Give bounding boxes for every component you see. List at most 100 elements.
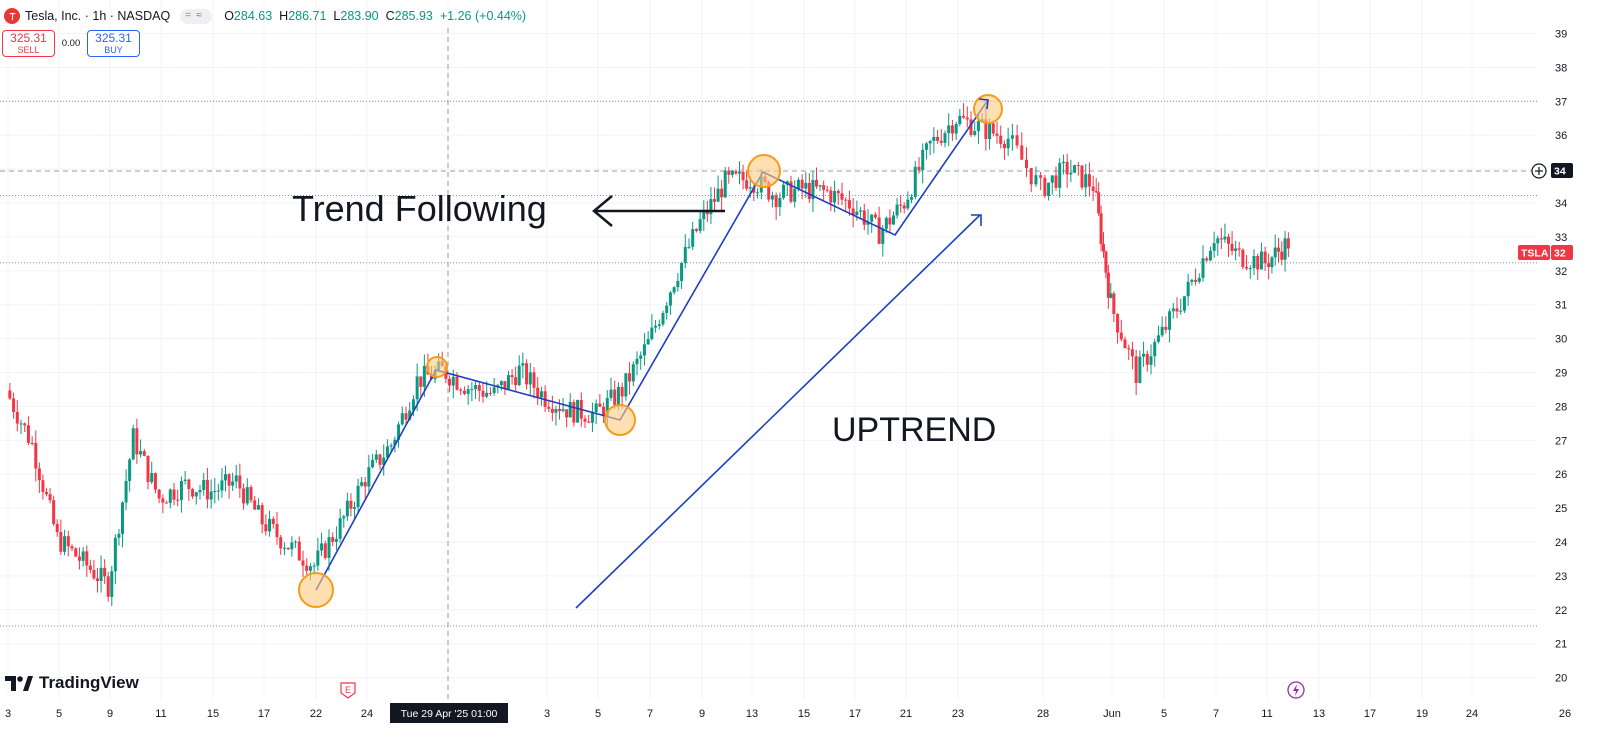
pivot-highlight-circle bbox=[604, 404, 636, 436]
candle-body bbox=[866, 221, 870, 225]
y-tick-label: 30 bbox=[1555, 334, 1567, 346]
candle-body bbox=[1020, 145, 1024, 160]
candle-body bbox=[1259, 251, 1263, 270]
candle-body bbox=[1252, 255, 1256, 269]
candle-body bbox=[840, 193, 844, 200]
candle-body bbox=[74, 548, 78, 557]
candle-body bbox=[558, 408, 561, 412]
candle-body bbox=[851, 208, 855, 215]
candle-body bbox=[716, 188, 720, 202]
candle-body bbox=[507, 375, 510, 389]
candle-body bbox=[245, 487, 249, 504]
candle-body bbox=[657, 324, 661, 326]
candle-body bbox=[481, 390, 485, 397]
candle-body bbox=[327, 537, 331, 558]
buy-button[interactable]: 325.31 BUY bbox=[87, 30, 140, 57]
ohlc-key: C bbox=[385, 9, 395, 23]
candle-body bbox=[683, 247, 687, 263]
candle-body bbox=[238, 475, 242, 489]
candle-body bbox=[124, 480, 128, 503]
ohlc-key: H bbox=[279, 9, 289, 23]
candle-body bbox=[572, 402, 576, 423]
candle-body bbox=[1182, 296, 1186, 311]
candle-body bbox=[1277, 247, 1280, 252]
buy-label: BUY bbox=[104, 45, 123, 55]
candle-body bbox=[492, 387, 496, 394]
candle-body bbox=[290, 542, 294, 550]
candle-body bbox=[157, 489, 161, 499]
candle-body bbox=[275, 524, 279, 538]
candle-body bbox=[198, 489, 202, 493]
candle-body bbox=[419, 376, 423, 387]
ohlc-key: L bbox=[333, 9, 341, 23]
candle-body bbox=[70, 546, 74, 549]
candle-body bbox=[279, 537, 283, 549]
candle-body bbox=[499, 381, 503, 386]
candle-body bbox=[921, 149, 925, 171]
candle-body bbox=[385, 446, 389, 458]
candle-body bbox=[642, 344, 646, 356]
candle-body bbox=[988, 123, 992, 139]
time-axis: 3 5 9 11 15 17 22 24 Tue 29 Apr '25 01:00 3 5 7 9 13 1… bbox=[0, 681, 1600, 748]
candle-body bbox=[1094, 190, 1098, 193]
candle-body bbox=[316, 550, 320, 566]
candle-body bbox=[220, 480, 224, 491]
candle-body bbox=[305, 565, 309, 571]
time-axis-bg bbox=[0, 700, 1600, 748]
candle-body bbox=[161, 498, 165, 503]
candle-body bbox=[745, 180, 749, 189]
candle-body bbox=[106, 576, 110, 597]
candle-body bbox=[234, 475, 238, 482]
candle-body bbox=[752, 187, 756, 193]
x-tick-label: 7 bbox=[1213, 708, 1219, 720]
symbol-title[interactable]: Tesla, Inc. · 1h · NASDAQ bbox=[25, 9, 171, 23]
candle-body bbox=[1109, 293, 1113, 298]
candle-body bbox=[668, 292, 672, 306]
candle-body bbox=[587, 421, 591, 423]
candle-body bbox=[646, 339, 650, 345]
candle-body bbox=[687, 246, 691, 248]
y-tick-label: 25 bbox=[1555, 503, 1567, 515]
candle-body bbox=[1119, 332, 1123, 340]
candle-body bbox=[297, 541, 301, 561]
svg-text:E: E bbox=[345, 685, 351, 695]
candles-layer bbox=[8, 103, 1290, 607]
candle-body bbox=[892, 215, 895, 225]
sell-button[interactable]: 325.31 SELL bbox=[2, 30, 55, 57]
pivot-highlight-circle bbox=[298, 572, 334, 608]
candle-body bbox=[962, 115, 966, 118]
y-tick-label: 20 bbox=[1555, 673, 1567, 685]
candle-body bbox=[811, 180, 815, 200]
uptrend-label: UPTREND bbox=[832, 411, 996, 449]
candle-body bbox=[81, 551, 85, 561]
legend-toggle-pill[interactable]: = ≈ bbox=[180, 8, 213, 24]
candle-body bbox=[282, 547, 286, 549]
candle-body bbox=[650, 327, 654, 340]
x-tick-label: 19 bbox=[1416, 708, 1428, 720]
x-tick-label: 5 bbox=[56, 708, 62, 720]
candle-body bbox=[822, 185, 826, 190]
candle-body bbox=[616, 386, 620, 405]
candle-body bbox=[888, 217, 892, 225]
ohlc-value: 284.63 bbox=[233, 9, 273, 23]
candle-body bbox=[1138, 356, 1142, 384]
candle-body bbox=[1280, 251, 1284, 260]
crosshair-time-label: Tue 29 Apr '25 01:00 bbox=[401, 708, 498, 720]
candle-body bbox=[899, 204, 903, 206]
candle-body bbox=[172, 489, 176, 500]
candle-body bbox=[142, 451, 146, 456]
candle-body bbox=[8, 390, 12, 399]
candle-body bbox=[415, 376, 419, 400]
candle-body bbox=[917, 166, 921, 171]
candle-body bbox=[928, 140, 932, 144]
tradingview-logo[interactable]: TradingView bbox=[5, 673, 139, 693]
candle-body bbox=[723, 170, 727, 198]
x-tick-label: 9 bbox=[107, 708, 113, 720]
candle-body bbox=[631, 364, 635, 382]
candle-body bbox=[1248, 268, 1252, 270]
candle-body bbox=[565, 409, 569, 418]
candle-body bbox=[676, 280, 680, 288]
buy-price: 325.31 bbox=[95, 31, 132, 45]
candle-body bbox=[514, 377, 518, 386]
